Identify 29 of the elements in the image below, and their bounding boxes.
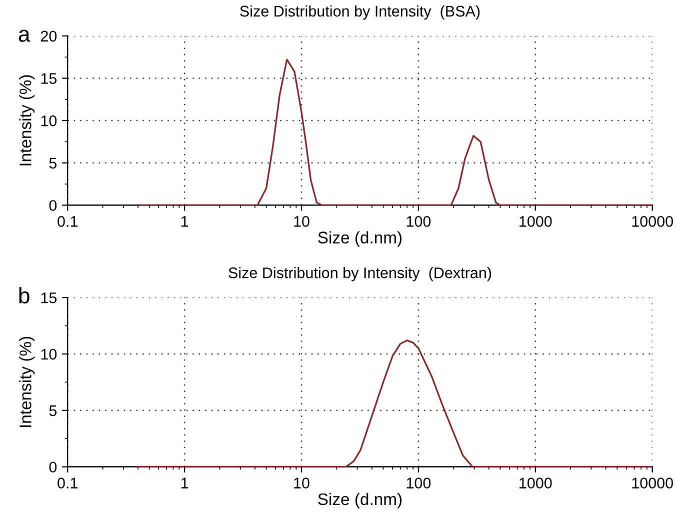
x-axis-title: Size (d.nm): [318, 231, 402, 247]
x-tick-label: 1: [181, 216, 188, 227]
y-tick-label: 15: [41, 73, 57, 84]
x-tick-label: 10: [294, 216, 310, 227]
x-tick-label: 10000: [632, 478, 673, 488]
x-tick-label: 1000: [520, 216, 552, 227]
x-tick-label: 10000: [632, 216, 673, 227]
y-tick-label: 0: [49, 462, 57, 473]
y-tick-label: 5: [49, 405, 57, 416]
x-axis-title: Size (d.nm): [318, 492, 402, 508]
x-tick-label: 100: [406, 216, 431, 227]
x-tick-label: 100: [406, 478, 431, 488]
chart-title: Size Distribution by Intensity (Dextran): [228, 267, 492, 282]
y-axis-title: Intensity (%): [19, 336, 35, 427]
x-tick-label: 10: [294, 478, 310, 488]
text: b: [19, 287, 30, 304]
x-tick-label: 1: [181, 478, 188, 488]
y-tick-label: 5: [49, 158, 57, 169]
x-tick-label: 0.1: [58, 478, 78, 488]
y-tick-label: 10: [41, 115, 57, 126]
y-axis-title: Intensity (%): [19, 75, 35, 166]
y-tick-label: 10: [41, 348, 57, 360]
x-tick-label: 0.1: [58, 216, 78, 227]
x-tick-label: 1000: [520, 478, 552, 488]
y-tick-label: 20: [40, 30, 57, 42]
y-tick-label: 15: [41, 292, 57, 304]
text: a: [18, 30, 30, 42]
chart-title: Size Distribution by Intensity (BSA): [240, 5, 480, 20]
y-tick-label: 0: [49, 200, 57, 211]
